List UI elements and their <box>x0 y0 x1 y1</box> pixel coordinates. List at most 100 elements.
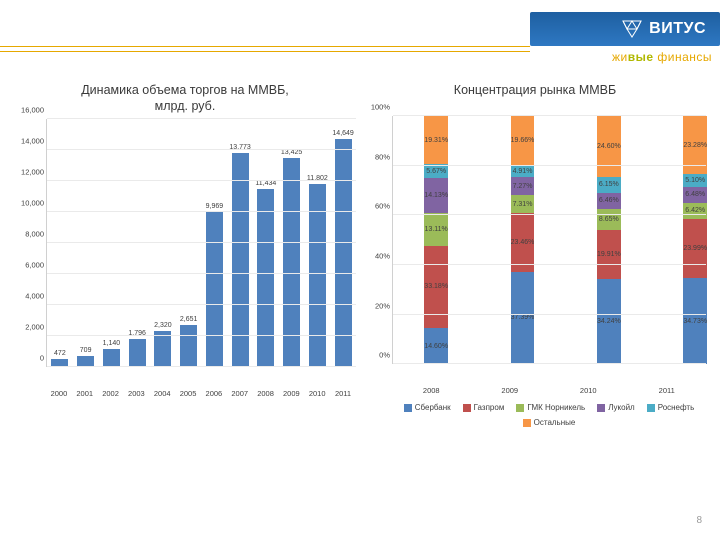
stack-segment: 19.91% <box>597 230 621 279</box>
bar-y-axis: 02,0004,0006,0008,00010,00012,00014,0001… <box>14 119 46 367</box>
bar-x-tick: 2003 <box>123 387 149 398</box>
stacked-x-tick: 2010 <box>549 384 628 395</box>
bar-y-tick: 6,000 <box>25 260 44 269</box>
legend-swatch <box>404 404 412 412</box>
bar <box>206 212 223 367</box>
tagline-part: финансы <box>654 50 712 64</box>
stack-segment: 37.39% <box>511 272 535 365</box>
stacked-x-tick: 2011 <box>628 384 707 395</box>
legend-item: Остальные <box>523 418 576 427</box>
stack-segment: 6.46% <box>597 193 621 209</box>
legend-swatch <box>597 404 605 412</box>
bar-x-tick: 2008 <box>253 387 279 398</box>
stacked-chart: Концентрация рынка ММВБ 0%20%40%60%80%10… <box>364 78 706 435</box>
bar-chart-title-l2: млрд. руб. <box>155 99 216 113</box>
bar-x-tick: 2006 <box>201 387 227 398</box>
legend-label: Роснефть <box>658 403 695 412</box>
legend-swatch <box>516 404 524 412</box>
bar-slot: 2,651 <box>176 316 202 366</box>
stack-segment: 34.73% <box>683 278 707 364</box>
stack-segment: 6.15% <box>597 177 621 192</box>
bar-value-label: 14,649 <box>332 130 353 137</box>
stack-column: 37.39%23.46%7.31%7.27%4.91%19.66% <box>479 116 565 364</box>
bar-y-tick: 16,000 <box>21 105 44 114</box>
bar-slot: 14,649 <box>330 130 356 366</box>
bar-y-tick: 8,000 <box>25 229 44 238</box>
stacked-y-axis: 0%20%40%60%80%100% <box>364 116 392 364</box>
stack-segment: 7.27% <box>511 177 535 195</box>
bar-value-label: 13,425 <box>281 149 302 156</box>
stack-segment: 24.60% <box>597 116 621 177</box>
legend-label: Сбербанк <box>415 403 451 412</box>
bar-chart-title: Динамика объема торгов на ММВБ, млрд. ру… <box>14 82 356 115</box>
bar-slot: 2,320 <box>150 322 176 367</box>
legend-swatch <box>647 404 655 412</box>
legend-item: Сбербанк <box>404 403 451 412</box>
stacked-y-tick: 20% <box>375 301 390 310</box>
bar-value-label: 1,796 <box>128 330 146 337</box>
legend-label: Газпром <box>474 403 505 412</box>
bar-x-tick: 2010 <box>304 387 330 398</box>
legend-item: Лукойл <box>597 403 635 412</box>
stack-segment: 5.10% <box>683 174 707 187</box>
stack-segment: 23.99% <box>683 219 707 278</box>
stacked-y-tick: 100% <box>371 103 390 112</box>
stacked-chart-title: Концентрация рынка ММВБ <box>364 82 706 98</box>
brand-logo: ВИТУС <box>530 12 720 46</box>
bar-slot: 1,140 <box>99 340 125 367</box>
bar-chart: Динамика объема торгов на ММВБ, млрд. ру… <box>14 78 356 435</box>
content: Динамика объема торгов на ММВБ, млрд. ру… <box>0 78 720 435</box>
stacked-legend: Сбербанк Газпром ГМК Норникель Лукойл Роснеф… <box>392 395 706 435</box>
stack-segment: 19.66% <box>511 116 535 165</box>
stacked-y-tick: 60% <box>375 202 390 211</box>
legend-item: Газпром <box>463 403 505 412</box>
bar <box>257 189 274 366</box>
legend-item: Роснефть <box>647 403 695 412</box>
bar-x-tick: 2004 <box>149 387 175 398</box>
bar-y-tick: 12,000 <box>21 167 44 176</box>
bar <box>103 349 120 367</box>
legend-swatch <box>463 404 471 412</box>
stack-segment: 6.48% <box>683 187 707 203</box>
stack-column: 34.73%23.99%6.42%6.48%5.10%23.28% <box>652 116 720 364</box>
bar-x-tick: 2000 <box>46 387 72 398</box>
stacked-series: 14.60%33.18%13.11%14.13%5.67%19.31%37.39… <box>393 116 706 364</box>
stacked-x-axis: 2008200920102011 <box>392 384 706 395</box>
bar-slot: 13,773 <box>227 144 253 366</box>
legend-label: Лукойл <box>608 403 635 412</box>
legend-label: Остальные <box>534 418 576 427</box>
bar-value-label: 9,969 <box>206 203 224 210</box>
brand-tagline: живые финансы <box>612 50 712 64</box>
bar-value-label: 1,140 <box>103 340 121 347</box>
stacked-y-tick: 80% <box>375 152 390 161</box>
bar-slot: 11,802 <box>305 175 331 367</box>
bar <box>180 325 197 366</box>
stack-segment: 34.24% <box>597 279 621 364</box>
tagline-part: вые <box>628 50 654 64</box>
stack-segment: 14.13% <box>424 178 448 213</box>
bar-value-label: 11,802 <box>307 175 328 182</box>
stacked-y-tick: 40% <box>375 252 390 261</box>
bar-slot: 709 <box>73 347 99 367</box>
bar-y-tick: 14,000 <box>21 136 44 145</box>
bar-value-label: 11,434 <box>255 180 276 187</box>
bar-x-tick: 2011 <box>330 387 356 398</box>
stacked-x-tick: 2008 <box>392 384 471 395</box>
stack-column: 34.24%19.91%8.65%6.46%6.15%24.60% <box>566 116 652 364</box>
stack-segment: 5.67% <box>424 164 448 178</box>
bar-value-label: 709 <box>80 347 92 354</box>
legend-swatch <box>523 419 531 427</box>
bar-value-label: 2,320 <box>154 322 172 329</box>
stack-segment: 33.18% <box>424 246 448 328</box>
bar <box>129 339 146 367</box>
bar-x-axis: 2000200120022003200420052006200720082009… <box>46 387 356 398</box>
stack-segment: 6.42% <box>683 203 707 219</box>
tagline-part: жи <box>612 50 628 64</box>
stacked-x-tick: 2009 <box>471 384 550 395</box>
bar-y-tick: 2,000 <box>25 322 44 331</box>
legend-label: ГМК Норникель <box>527 403 585 412</box>
bar-chart-title-l1: Динамика объема торгов на ММВБ, <box>81 83 289 97</box>
bar-series: 4727091,1401,7962,3202,6519,96913,77311,… <box>47 119 356 367</box>
bar-x-tick: 2005 <box>175 387 201 398</box>
bar-value-label: 2,651 <box>180 316 198 323</box>
